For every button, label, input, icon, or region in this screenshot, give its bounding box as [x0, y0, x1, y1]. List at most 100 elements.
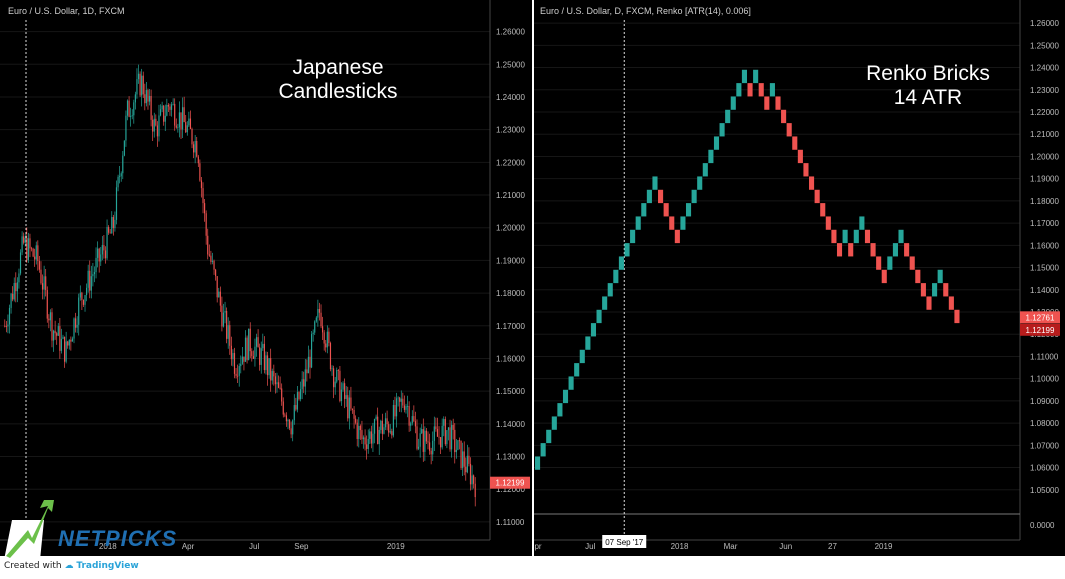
renko-brick [948, 296, 954, 310]
candle-body [273, 371, 275, 377]
candle-body [16, 282, 18, 292]
candle-body [8, 307, 11, 325]
renko-last-price-tag [1020, 323, 1060, 336]
candlestick-y-tick-label: 1.25000 [496, 60, 525, 69]
renko-y-tick-label: 1.07000 [1030, 441, 1059, 450]
candle-body [191, 128, 193, 145]
candle-body [290, 428, 292, 435]
candle-body [170, 104, 173, 110]
candle-body [233, 353, 236, 374]
candlestick-y-tick-label: 1.17000 [496, 322, 525, 331]
renko-prev-price-tag [1020, 311, 1060, 324]
candle-body [414, 421, 417, 427]
renko-annotation-line-1: Renko Bricks [866, 62, 990, 85]
candle-body [185, 122, 187, 133]
renko-y-tick-label: 1.22000 [1030, 108, 1059, 117]
candlestick-y-tick-label: 1.19000 [496, 256, 525, 265]
candle-body [148, 95, 151, 102]
renko-y-tick-label: 1.09000 [1030, 397, 1059, 406]
candlestick-y-tick-label: 1.21000 [496, 191, 525, 200]
candle-body [364, 437, 366, 445]
candle-body [473, 475, 475, 484]
candlestick-background [0, 0, 532, 556]
renko-y-tick-label: 1.21000 [1030, 130, 1059, 139]
candle-body [380, 420, 382, 430]
candle-body [204, 203, 206, 214]
candle-body [63, 336, 66, 362]
candle-body [438, 436, 440, 438]
candle-body [466, 455, 468, 473]
renko-brick [876, 256, 882, 270]
candle-body [435, 426, 437, 430]
candle-body [351, 408, 354, 410]
candlestick-y-tick-label: 1.13000 [496, 453, 525, 462]
candle-body [4, 325, 6, 327]
renko-brick [769, 83, 775, 97]
renko-brick [758, 83, 764, 97]
candle-body [52, 330, 55, 341]
candle-body [381, 420, 383, 434]
candle-body [458, 440, 461, 442]
candle-body [282, 401, 284, 415]
candle-body [266, 355, 269, 376]
renko-brick [641, 203, 647, 217]
candle-body [373, 419, 376, 434]
candle-body [334, 381, 336, 388]
candle-body [317, 308, 319, 318]
candle-body [84, 295, 86, 305]
candle-body [405, 406, 407, 410]
candle-body [147, 90, 149, 102]
tradingview-label: TradingView [76, 561, 139, 571]
candle-body [323, 332, 325, 344]
candle-body [211, 260, 214, 262]
candle-body [361, 430, 363, 440]
candle-body [304, 369, 306, 387]
candle-body [369, 431, 371, 439]
candle-body [342, 383, 344, 390]
candle-body [200, 180, 203, 189]
candle-body [295, 405, 297, 410]
candle-body [462, 451, 464, 469]
candlestick-series [4, 64, 476, 507]
candle-body [196, 141, 198, 157]
candle-body [372, 433, 374, 444]
candle-body [427, 441, 429, 443]
renko-y-tick-label: 1.11000 [1030, 352, 1059, 361]
renko-brick [932, 283, 938, 297]
candle-body [383, 427, 385, 434]
candle-body [142, 75, 144, 95]
renko-brick [630, 229, 636, 244]
candle-body [457, 440, 459, 450]
candle-body [410, 423, 412, 426]
renko-x-tick-label: Mar [724, 542, 738, 551]
candle-body [452, 424, 454, 430]
candle-body [449, 427, 451, 450]
candle-body [46, 290, 48, 319]
renko-brick [557, 403, 563, 417]
candle-body [440, 437, 442, 448]
candle-body [463, 451, 465, 467]
renko-x-tick-label: 2018 [671, 542, 689, 551]
renko-brick [540, 443, 546, 457]
candle-body [26, 237, 28, 261]
candle-body [429, 442, 431, 451]
candle-body [320, 312, 322, 327]
candle-body [277, 382, 280, 388]
candle-body [164, 115, 166, 122]
candle-body [27, 238, 29, 261]
renko-y-tick-label: 1.05000 [1030, 486, 1059, 495]
candle-body [59, 326, 61, 351]
candle-body [153, 118, 155, 132]
renko-brick [792, 136, 798, 150]
renko-brick [635, 216, 641, 230]
candlestick-x-tick-label: Apr [182, 542, 195, 551]
candle-body [397, 397, 399, 399]
renko-brick [618, 256, 624, 270]
candle-body [312, 332, 314, 335]
candle-body [40, 269, 42, 284]
renko-brick [926, 296, 932, 310]
candle-body [241, 356, 243, 364]
candle-body [406, 406, 409, 407]
renko-price-axis: 1.05000 1.06000 1.07000 1.08000 1.09000 1.100… [1030, 19, 1059, 495]
